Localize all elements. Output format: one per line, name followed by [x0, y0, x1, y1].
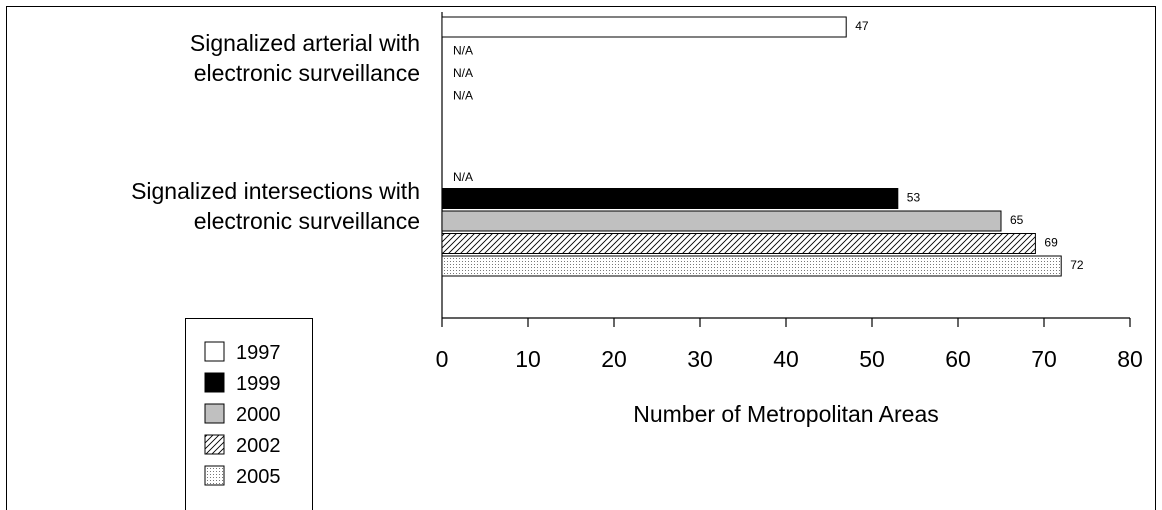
bar-1997 — [441, 16, 847, 38]
x-axis-ticks: 0 10 20 30 40 50 60 70 80 — [436, 318, 1143, 372]
outer-border — [6, 6, 1156, 510]
bar-value-label: 53 — [907, 191, 921, 205]
x-tick-label: 60 — [945, 346, 971, 372]
legend-label: 2000 — [236, 404, 281, 426]
bar-na-label: N/A — [453, 44, 473, 58]
bar-value-label: 69 — [1044, 236, 1058, 250]
legend: 1997 1999 2000 2002 2005 — [185, 318, 313, 510]
legend-swatch-1997 — [204, 341, 225, 362]
legend-swatch-2005 — [204, 465, 225, 486]
bar-na-label: N/A — [453, 66, 473, 80]
bar-value-label: 47 — [855, 19, 869, 33]
x-tick-label: 20 — [601, 346, 627, 372]
bar-na-label: N/A — [453, 89, 473, 103]
x-axis-title: Number of Metropolitan Areas — [633, 401, 939, 427]
bar-2002 — [441, 233, 1036, 254]
category-label: Signalized arterial with — [190, 30, 420, 56]
legend-label: 1999 — [236, 373, 281, 395]
legend-label: 2005 — [236, 466, 281, 488]
legend-swatch-1999 — [204, 372, 225, 393]
bar-data-labels: 47 N/A N/A 53 N/A 65 N/A 69 72 — [453, 19, 1084, 272]
category-label: electronic surveillance — [194, 60, 420, 86]
legend-swatch-2002 — [204, 434, 225, 455]
x-tick-label: 50 — [859, 346, 885, 372]
x-tick-label: 10 — [515, 346, 541, 372]
bar-na-label: N/A — [453, 170, 473, 184]
category-label: electronic surveillance — [194, 208, 420, 234]
category-label: Signalized intersections with — [131, 178, 420, 204]
x-tick-label: 0 — [436, 346, 449, 372]
bar-value-label: 65 — [1010, 213, 1024, 227]
legend-swatch-2000 — [204, 403, 225, 424]
legend-label: 2002 — [236, 435, 281, 457]
plot-area: 0 10 20 30 40 50 60 70 80 47 N/A N/A 53 N/A 65 N/A 69 72 — [436, 12, 1143, 372]
bar-2000 — [441, 210, 1002, 232]
bar-value-label: 72 — [1070, 258, 1084, 272]
legend-label: 1997 — [236, 342, 281, 364]
x-tick-label: 30 — [687, 346, 713, 372]
x-tick-label: 80 — [1117, 346, 1143, 372]
bar-1999 — [441, 188, 899, 209]
x-tick-label: 40 — [773, 346, 799, 372]
x-tick-label: 70 — [1031, 346, 1057, 372]
category-labels: Signalized arterial with electronic surve… — [131, 30, 420, 234]
bar-2005 — [441, 255, 1062, 277]
bars — [441, 16, 1062, 277]
